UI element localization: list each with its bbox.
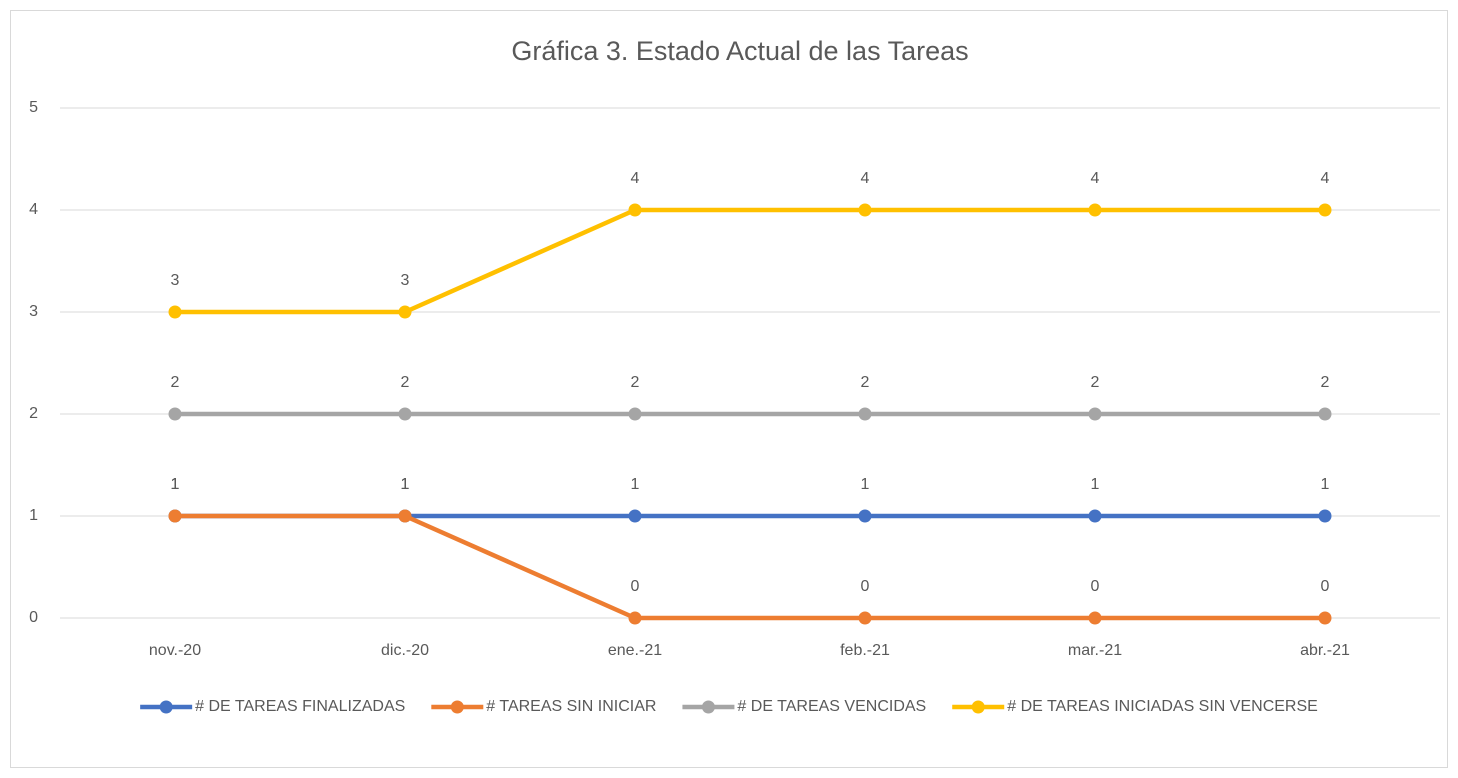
legend-marker <box>450 700 464 714</box>
legend-marker <box>701 700 715 714</box>
data-label: 2 <box>1321 374 1330 391</box>
y-tick-label: 5 <box>29 99 38 116</box>
point <box>1088 509 1102 523</box>
point <box>398 509 412 523</box>
data-label: 0 <box>861 578 870 595</box>
data-label: 1 <box>401 476 410 493</box>
data-label: 3 <box>171 272 180 289</box>
point <box>1318 509 1332 523</box>
point <box>398 305 412 319</box>
point <box>628 611 642 625</box>
series-line <box>175 513 1325 621</box>
point <box>168 407 182 421</box>
data-label: 2 <box>171 374 180 391</box>
data-label: 1 <box>1321 476 1330 493</box>
data-label: 0 <box>631 578 640 595</box>
point <box>168 509 182 523</box>
legend-label: # DE TAREAS VENCIDAS <box>737 698 926 715</box>
point <box>858 509 872 523</box>
y-tick-label: 2 <box>29 405 38 422</box>
y-tick-label: 0 <box>29 609 38 626</box>
point <box>1318 611 1332 625</box>
data-label: 1 <box>171 476 180 493</box>
data-label: 0 <box>1091 578 1100 595</box>
point <box>1318 203 1332 217</box>
data-label: 4 <box>631 170 640 187</box>
x-tick-label: mar.-21 <box>1068 642 1122 659</box>
point <box>858 611 872 625</box>
data-label: 2 <box>1091 374 1100 391</box>
point <box>858 203 872 217</box>
point <box>858 407 872 421</box>
legend-marker <box>971 700 985 714</box>
y-tick-label: 1 <box>29 507 38 524</box>
x-tick-label: nov.-20 <box>149 642 201 659</box>
data-label: 2 <box>631 374 640 391</box>
point <box>1088 203 1102 217</box>
legend-label: # DE TAREAS INICIADAS SIN VENCERSE <box>1007 698 1318 715</box>
data-label: 2 <box>401 374 410 391</box>
x-tick-label: abr.-21 <box>1300 642 1350 659</box>
data-label: 1 <box>861 476 870 493</box>
data-label: 1 <box>631 476 640 493</box>
series-line <box>175 207 1325 315</box>
point <box>168 305 182 319</box>
data-label: 1 <box>1091 476 1100 493</box>
chart-border <box>10 10 1448 768</box>
x-tick-label: dic.-20 <box>381 642 429 659</box>
point <box>1318 407 1332 421</box>
data-label: 2 <box>861 374 870 391</box>
data-label: 1 <box>401 476 410 493</box>
point <box>398 407 412 421</box>
legend-label: # TAREAS SIN INICIAR <box>486 698 656 715</box>
x-tick-label: ene.-21 <box>608 642 662 659</box>
data-label: 1 <box>171 476 180 493</box>
point <box>628 203 642 217</box>
point <box>1088 611 1102 625</box>
x-tick-label: feb.-21 <box>840 642 890 659</box>
data-label: 4 <box>1091 170 1100 187</box>
chart-title: Gráfica 3. Estado Actual de las Tareas <box>511 36 968 66</box>
data-label: 3 <box>401 272 410 289</box>
point <box>628 407 642 421</box>
y-tick-label: 4 <box>29 201 38 218</box>
legend-label: # DE TAREAS FINALIZADAS <box>195 698 405 715</box>
data-label: 4 <box>1321 170 1330 187</box>
data-label: 0 <box>1321 578 1330 595</box>
data-label: 4 <box>861 170 870 187</box>
legend-marker <box>159 700 173 714</box>
y-tick-label: 3 <box>29 303 38 320</box>
point <box>628 509 642 523</box>
point <box>1088 407 1102 421</box>
